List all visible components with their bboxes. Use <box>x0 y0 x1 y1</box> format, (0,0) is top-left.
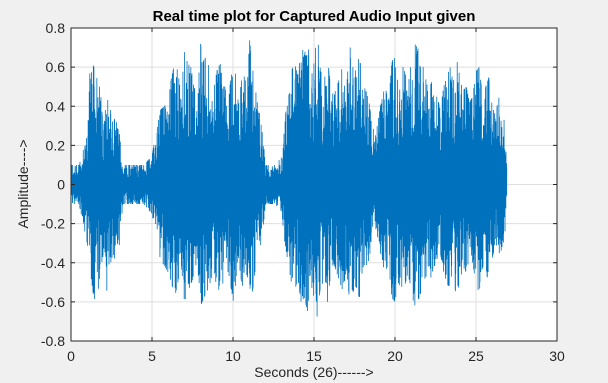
x-tick-label: 15 <box>306 348 322 364</box>
tick-layer: 0 5 10 15 20 25 30 -0.8 -0.6 -0.4 -0.2 0 0.2 0.4 0.6 0.… <box>41 20 565 364</box>
y-tick-label: 0.8 <box>46 20 66 36</box>
x-tick-label: 20 <box>387 348 403 364</box>
x-tick-label: 30 <box>549 348 565 364</box>
y-tick-label: -0.2 <box>41 216 65 232</box>
y-tick-label: 0 <box>57 177 65 193</box>
y-tick-label: 0.4 <box>46 98 66 114</box>
y-tick-label: -0.8 <box>41 333 65 349</box>
y-tick-label: 0.6 <box>46 59 66 75</box>
audio-waveform-line <box>71 40 508 317</box>
y-tick-label: -0.4 <box>41 255 65 271</box>
x-tick-label: 25 <box>468 348 484 364</box>
y-axis-title: Amplitude----> <box>15 139 31 228</box>
data-layer <box>71 40 508 317</box>
x-axis-title: Seconds (26)------> <box>254 364 373 380</box>
x-tick-label: 10 <box>225 348 241 364</box>
chart-title: Real time plot for Captured Audio Input … <box>153 8 476 25</box>
y-tick-label: -0.6 <box>41 294 65 310</box>
y-tick-label: 0.2 <box>46 137 66 153</box>
x-tick-label: 0 <box>67 348 75 364</box>
x-tick-label: 5 <box>148 348 156 364</box>
